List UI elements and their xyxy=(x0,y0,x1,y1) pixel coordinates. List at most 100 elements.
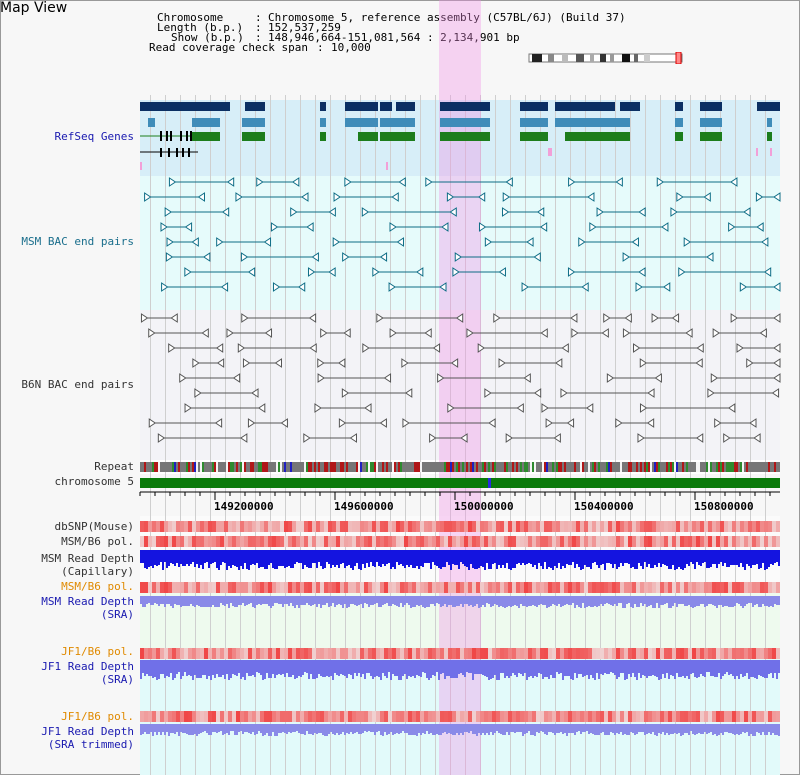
capillary-depth-bar xyxy=(452,550,454,564)
repeat-mark xyxy=(392,462,394,472)
polymorphism-cell xyxy=(436,582,440,593)
capillary-depth-bar xyxy=(272,550,274,568)
msm-bac-pair-end xyxy=(439,282,447,292)
polymorphism-cell xyxy=(768,648,772,659)
jf1-sra-depth-bar xyxy=(340,660,342,674)
jf1-trim-depth-bar xyxy=(668,724,670,735)
repeat-mark xyxy=(664,462,666,472)
capillary-depth-bar xyxy=(414,550,416,568)
jf1-trim-depth-bar xyxy=(234,724,236,735)
jf1-sra-depth-bar xyxy=(598,660,600,679)
jf1-sra-depth-bar xyxy=(342,660,344,675)
repeat-mark xyxy=(678,462,680,472)
polymorphism-cell xyxy=(412,582,416,593)
msm-sra-depth-bar xyxy=(218,596,220,607)
msm-bac-pair-end xyxy=(596,207,604,217)
jf1-sra-depth-bar xyxy=(292,660,294,675)
capillary-depth-bar xyxy=(626,550,628,563)
polymorphism-cell xyxy=(616,536,620,547)
jf1-sra-depth-bar xyxy=(296,660,298,678)
jf1-sra-depth-bar xyxy=(142,660,144,673)
polymorphism-cell xyxy=(396,648,400,659)
jf1-trim-depth-bar xyxy=(436,724,438,734)
jf1-sra-depth-bar xyxy=(584,660,586,676)
polymorphism-cell xyxy=(548,648,552,659)
capillary-depth-bar xyxy=(646,550,648,567)
polymorphism-cell xyxy=(320,648,324,659)
msm-sra-depth-bar xyxy=(328,596,330,607)
b6n-bac-pair-end xyxy=(216,358,225,368)
gene-exon xyxy=(186,131,188,141)
capillary-depth-bar xyxy=(326,550,328,562)
msm-bac-pair-end xyxy=(290,207,298,217)
jf1-trim-depth-bar xyxy=(440,724,442,735)
capillary-depth-bar xyxy=(162,550,164,570)
capillary-depth-bar xyxy=(558,550,560,563)
grid-line xyxy=(450,95,451,775)
jf1-sra-depth-bar xyxy=(350,660,352,675)
msm-bac-pair-end xyxy=(425,177,433,187)
capillary-depth-bar xyxy=(482,550,484,567)
gene-feature xyxy=(242,118,265,127)
capillary-depth-bar xyxy=(288,550,290,566)
capillary-depth-bar xyxy=(144,550,146,568)
polymorphism-cell xyxy=(748,648,752,659)
polymorphism-cell xyxy=(644,521,648,532)
msm-sra-depth-bar xyxy=(566,596,568,604)
jf1-trim-depth-bar xyxy=(446,724,448,734)
jf1-sra-depth-bar xyxy=(190,660,192,676)
polymorphism-cell xyxy=(632,711,636,722)
polymorphism-cell xyxy=(764,582,768,593)
b6n-bac-pair-end xyxy=(488,418,496,428)
jf1-trim-depth-bar xyxy=(576,724,578,732)
chromosome-bar xyxy=(140,478,780,488)
polymorphism-cell xyxy=(328,711,332,722)
repeat-mark xyxy=(436,462,438,472)
repeat-mark xyxy=(318,462,320,472)
polymorphism-cell xyxy=(572,536,576,547)
polymorphism-cell xyxy=(536,582,540,593)
polymorphism-cell xyxy=(340,711,344,722)
jf1-sra-depth-bar xyxy=(386,660,388,678)
chromosome-ideogram[interactable] xyxy=(528,52,684,64)
jf1-sra-depth-bar xyxy=(230,660,232,678)
polymorphism-cell xyxy=(476,521,480,532)
jf1-sra-depth-bar xyxy=(168,660,170,677)
polymorphism-cell xyxy=(220,536,224,547)
highlight-region[interactable] xyxy=(439,0,481,775)
msm-sra-depth-bar xyxy=(266,596,268,604)
capillary-depth-bar xyxy=(468,550,470,570)
jf1-trim-depth-bar xyxy=(394,724,396,734)
jf1-trim-depth-bar xyxy=(634,724,636,735)
msm-sra-depth-bar xyxy=(220,596,222,603)
polymorphism-cell xyxy=(760,536,764,547)
grid-line xyxy=(375,95,376,775)
grid-line xyxy=(735,95,736,775)
b6n-bac-pair-end xyxy=(707,388,715,398)
polymorphism-cell xyxy=(408,711,412,722)
length-sep: : xyxy=(255,21,262,34)
msm-sra-depth-bar xyxy=(508,596,510,606)
gene-exon xyxy=(160,131,162,141)
capillary-depth-bar xyxy=(316,550,318,568)
axis-tick-label: 149600000 xyxy=(334,500,394,513)
jf1-sra-depth-bar xyxy=(736,660,738,676)
polymorphism-cell xyxy=(444,711,448,722)
capillary-depth-bar xyxy=(374,550,376,567)
repeat-mark xyxy=(444,462,446,472)
polymorphism-cell xyxy=(336,582,340,593)
capillary-depth-bar xyxy=(704,550,706,562)
msm-sra-depth-bar xyxy=(452,596,454,607)
repeat-mark xyxy=(288,462,290,472)
msm-sra-depth-bar xyxy=(520,596,522,604)
capillary-depth-bar xyxy=(762,550,764,563)
repeat-mark xyxy=(538,462,540,472)
repeat-mark xyxy=(744,462,746,472)
repeat-mark xyxy=(256,462,258,472)
polymorphism-cell xyxy=(500,521,504,532)
grid-line xyxy=(255,95,256,775)
jf1-sra-depth-bar xyxy=(688,660,690,679)
capillary-depth-bar xyxy=(202,550,204,569)
polymorphism-cell xyxy=(600,582,604,593)
